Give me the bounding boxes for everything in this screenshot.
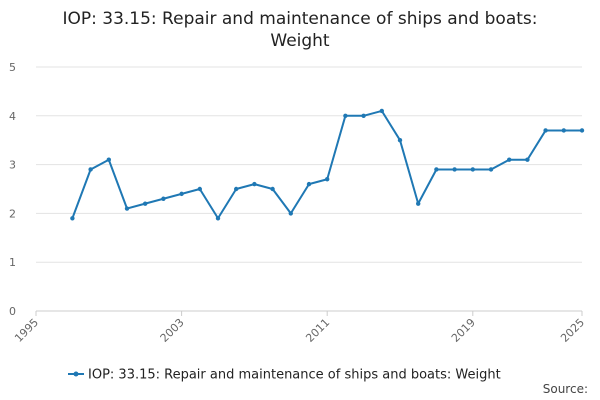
data-point[interactable]: [507, 157, 512, 162]
data-point[interactable]: [234, 186, 239, 192]
data-point[interactable]: [197, 186, 202, 192]
data-point[interactable]: [470, 167, 475, 172]
y-tick-label: 1: [9, 256, 16, 269]
y-tick-label: 4: [9, 110, 16, 123]
data-point[interactable]: [179, 191, 184, 197]
legend-marker: [73, 371, 79, 377]
data-point[interactable]: [361, 113, 366, 119]
chart-title: IOP: 33.15: Repair and maintenance of sh…: [62, 9, 537, 51]
data-point[interactable]: [70, 216, 75, 221]
x-axis: 1995 2003 2011 2019 2025: [12, 310, 587, 345]
x-tick-label: 1995: [12, 316, 41, 345]
data-point[interactable]: [288, 211, 293, 216]
chart-title-line-1: IOP: 33.15: Repair and maintenance of sh…: [62, 9, 537, 29]
data-point[interactable]: [106, 157, 112, 162]
data-point[interactable]: [161, 196, 166, 201]
x-tick-label: 2003: [158, 316, 187, 345]
data-point[interactable]: [579, 128, 585, 133]
legend-label[interactable]: IOP: 33.15: Repair and maintenance of sh…: [88, 368, 501, 383]
data-point[interactable]: [325, 177, 330, 182]
data-point[interactable]: [270, 186, 275, 192]
data-point[interactable]: [252, 181, 257, 187]
data-point[interactable]: [379, 108, 384, 114]
data-point[interactable]: [143, 201, 148, 206]
data-point[interactable]: [215, 216, 221, 221]
data-point[interactable]: [452, 167, 457, 172]
data-point[interactable]: [88, 167, 93, 172]
x-tick-label: 2011: [303, 316, 332, 345]
data-point[interactable]: [561, 128, 566, 133]
chart-title-line-2: Weight: [270, 31, 330, 51]
y-tick-label: 3: [9, 159, 16, 172]
series-layer: [70, 108, 585, 221]
data-point[interactable]: [416, 201, 421, 206]
x-tick-label: 2019: [449, 316, 478, 345]
data-point[interactable]: [434, 167, 439, 172]
x-tick-label: 2025: [558, 316, 587, 345]
data-point[interactable]: [488, 167, 494, 172]
source-label: Source:: [543, 382, 588, 396]
y-tick-label: 0: [9, 305, 16, 318]
legend[interactable]: IOP: 33.15: Repair and maintenance of sh…: [68, 368, 501, 383]
data-point[interactable]: [306, 181, 312, 187]
y-tick-label: 2: [9, 207, 16, 220]
y-axis: 0 1 2 3 4 5: [9, 61, 16, 318]
data-point[interactable]: [397, 138, 403, 143]
data-point[interactable]: [543, 128, 548, 133]
data-point[interactable]: [525, 157, 530, 162]
data-point[interactable]: [343, 113, 348, 119]
data-point[interactable]: [124, 206, 130, 211]
gridlines: [36, 66, 582, 312]
y-tick-label: 5: [9, 61, 16, 74]
